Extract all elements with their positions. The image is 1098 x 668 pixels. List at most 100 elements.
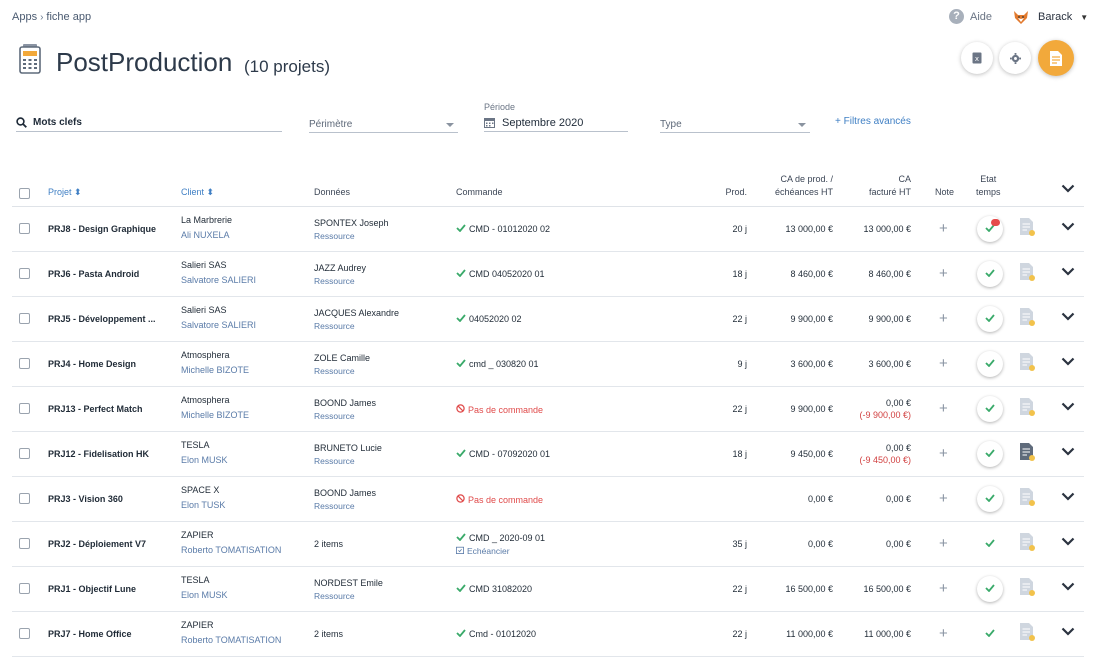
invoice-doc-button[interactable] <box>1019 262 1035 283</box>
table-row[interactable]: PRJ13 - Perfect Match Atmosphera Michell… <box>12 387 1084 432</box>
expand-all-toggle[interactable] <box>1061 184 1075 195</box>
invoice-doc-button[interactable] <box>1019 577 1035 598</box>
add-note-button[interactable]: + <box>939 355 948 372</box>
client-contact[interactable]: Michelle BIZOTE <box>181 365 250 375</box>
resource-name[interactable]: NORDEST Emile <box>314 578 383 588</box>
add-note-button[interactable]: + <box>939 625 948 642</box>
table-row[interactable]: PRJ6 - Pasta Android Salieri SAS Salvato… <box>12 252 1084 297</box>
client-name[interactable]: ZAPIER <box>181 530 214 540</box>
row-checkbox[interactable] <box>19 583 30 594</box>
periode-picker[interactable]: Septembre 2020 <box>484 114 628 132</box>
row-checkbox[interactable] <box>19 268 30 279</box>
order-ref[interactable]: cmd _ 030820 01 <box>456 359 539 369</box>
etat-temps-button[interactable] <box>977 621 1003 647</box>
row-checkbox[interactable] <box>19 358 30 369</box>
etat-temps-button[interactable] <box>977 576 1003 602</box>
project-name[interactable]: PRJ1 - Objectif Lune <box>48 584 137 594</box>
add-note-button[interactable]: + <box>939 490 948 507</box>
settings-button[interactable] <box>999 42 1031 74</box>
expand-row-toggle[interactable] <box>1061 267 1075 278</box>
row-checkbox[interactable] <box>19 448 30 459</box>
etat-temps-button[interactable] <box>977 441 1003 467</box>
resource-items[interactable]: 2 items <box>314 539 344 549</box>
client-name[interactable]: Salieri SAS <box>181 305 227 315</box>
export-excel-button[interactable]: x <box>961 42 993 74</box>
resource-name[interactable]: BRUNETO Lucie <box>314 443 382 453</box>
row-checkbox[interactable] <box>19 628 30 639</box>
order-ref[interactable]: CMD - 01012020 02 <box>456 224 550 234</box>
order-ref[interactable]: Cmd - 01012020 <box>456 629 536 639</box>
expand-row-toggle[interactable] <box>1061 357 1075 368</box>
etat-temps-button[interactable] <box>977 396 1003 422</box>
expand-row-toggle[interactable] <box>1061 582 1075 593</box>
report-button[interactable] <box>1038 40 1074 76</box>
table-row[interactable]: PRJ4 - Home Design Atmosphera Michelle B… <box>12 342 1084 387</box>
sort-projet[interactable]: Projet ⬍ <box>48 187 82 198</box>
client-name[interactable]: Atmosphera <box>181 350 230 360</box>
etat-temps-button[interactable] <box>977 216 1003 242</box>
client-contact[interactable]: Roberto TOMATISATION <box>181 545 282 555</box>
client-contact[interactable]: Roberto TOMATISATION <box>181 635 282 645</box>
table-row[interactable]: PRJ5 - Développement ... Salieri SAS Sal… <box>12 297 1084 342</box>
client-contact[interactable]: Ali NUXELA <box>181 230 230 240</box>
project-name[interactable]: PRJ6 - Pasta Android <box>48 269 140 279</box>
client-contact[interactable]: Michelle BIZOTE <box>181 410 250 420</box>
order-ref[interactable]: CMD _ 2020-09 01 <box>456 533 545 543</box>
type-select[interactable]: Type <box>660 117 810 133</box>
client-name[interactable]: TESLA <box>181 440 210 450</box>
row-checkbox[interactable] <box>19 403 30 414</box>
expand-row-toggle[interactable] <box>1061 492 1075 503</box>
user-menu[interactable]: Barack ▼ <box>1012 8 1088 26</box>
project-name[interactable]: PRJ8 - Design Graphique <box>48 224 157 234</box>
order-ref[interactable]: CMD 31082020 <box>456 584 532 594</box>
project-name[interactable]: PRJ13 - Perfect Match <box>48 404 143 414</box>
invoice-doc-button[interactable] <box>1019 217 1035 238</box>
project-name[interactable]: PRJ5 - Développement ... <box>48 314 156 324</box>
table-row[interactable]: PRJ2 - Déploiement V7 ZAPIER Roberto TOM… <box>12 522 1084 567</box>
client-name[interactable]: La Marbrerie <box>181 215 233 225</box>
invoice-doc-button[interactable] <box>1019 352 1035 373</box>
table-row[interactable]: PRJ7 - Home Office ZAPIER Roberto TOMATI… <box>12 612 1084 657</box>
resource-name[interactable]: JACQUES Alexandre <box>314 308 400 318</box>
schedule-link[interactable]: Echéancier <box>456 546 510 556</box>
resource-name[interactable]: ZOLE Camille <box>314 353 371 363</box>
order-ref[interactable]: 04052020 02 <box>456 314 522 324</box>
etat-temps-button[interactable] <box>977 531 1003 557</box>
resource-items[interactable]: 2 items <box>314 629 344 639</box>
client-contact[interactable]: Elon TUSK <box>181 500 226 510</box>
resource-name[interactable]: BOOND James <box>314 398 377 408</box>
add-note-button[interactable]: + <box>939 400 948 417</box>
order-ref[interactable]: CMD 04052020 01 <box>456 269 545 279</box>
add-note-button[interactable]: + <box>939 220 948 237</box>
row-checkbox[interactable] <box>19 313 30 324</box>
resource-name[interactable]: SPONTEX Joseph <box>314 218 389 228</box>
row-checkbox[interactable] <box>19 538 30 549</box>
etat-temps-button[interactable] <box>977 486 1003 512</box>
project-name[interactable]: PRJ12 - Fidelisation HK <box>48 449 150 459</box>
client-contact[interactable]: Elon MUSK <box>181 455 228 465</box>
advanced-filters-link[interactable]: + Filtres avancés <box>835 116 911 127</box>
add-note-button[interactable]: + <box>939 445 948 462</box>
expand-row-toggle[interactable] <box>1061 447 1075 458</box>
project-name[interactable]: PRJ2 - Déploiement V7 <box>48 539 147 549</box>
add-note-button[interactable]: + <box>939 580 948 597</box>
resource-name[interactable]: BOOND James <box>314 488 377 498</box>
client-contact[interactable]: Salvatore SALIERI <box>181 320 257 330</box>
invoice-doc-button[interactable] <box>1019 532 1035 553</box>
breadcrumb-root-link[interactable]: Apps <box>12 11 38 23</box>
etat-temps-button[interactable] <box>977 351 1003 377</box>
project-name[interactable]: PRJ4 - Home Design <box>48 359 137 369</box>
invoice-doc-button[interactable] <box>1019 397 1035 418</box>
row-checkbox[interactable] <box>19 223 30 234</box>
add-note-button[interactable]: + <box>939 310 948 327</box>
sort-client[interactable]: Client ⬍ <box>181 187 214 198</box>
invoice-doc-button[interactable] <box>1019 307 1035 328</box>
project-name[interactable]: PRJ7 - Home Office <box>48 629 132 639</box>
perimetre-select[interactable]: Périmètre <box>309 117 458 133</box>
help-link[interactable]: ? Aide <box>949 9 992 24</box>
expand-row-toggle[interactable] <box>1061 627 1075 638</box>
order-ref[interactable]: Pas de commande <box>456 404 543 415</box>
project-name[interactable]: PRJ3 - Vision 360 <box>48 494 123 504</box>
add-note-button[interactable]: + <box>939 265 948 282</box>
expand-row-toggle[interactable] <box>1061 222 1075 233</box>
